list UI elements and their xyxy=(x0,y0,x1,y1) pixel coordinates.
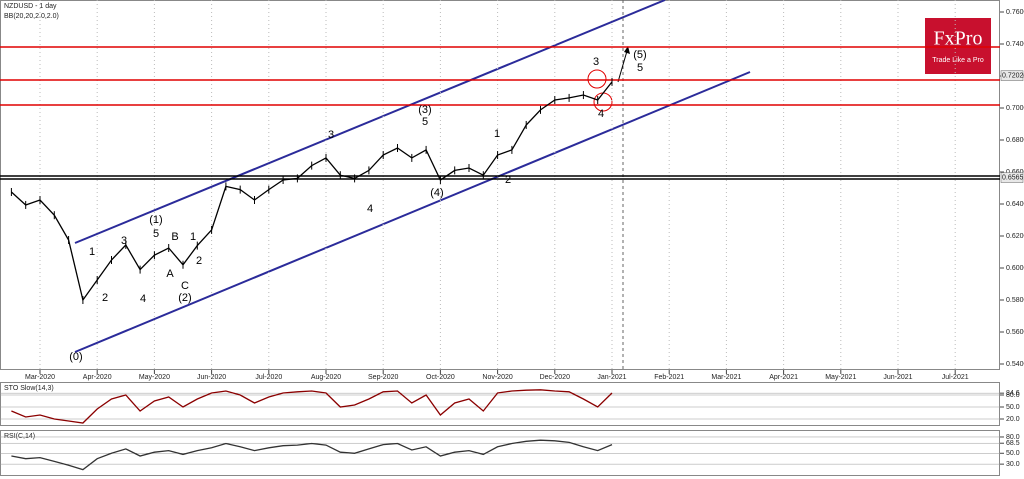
wave-label: 3 xyxy=(593,56,599,68)
price-tag xyxy=(1000,70,1024,81)
wave-label: 4 xyxy=(140,293,146,305)
y-tick-label: 0.70000 xyxy=(1006,105,1024,112)
y-tick-label: 80.0 xyxy=(1006,434,1020,441)
wave-label: 3 xyxy=(121,235,127,247)
wave-label: 4 xyxy=(367,203,373,215)
wave-label: (3) xyxy=(418,104,431,116)
logo-name: FxPro xyxy=(934,28,983,50)
y-tick-label: 0.64000 xyxy=(1006,201,1024,208)
y-tick-label: 0.74000 xyxy=(1006,41,1024,48)
x-tick-label: Mar-2020 xyxy=(25,374,55,381)
wave-label: B xyxy=(171,231,178,243)
wave-label: (2) xyxy=(178,292,191,304)
highlight-circle xyxy=(587,69,607,89)
wave-label: A xyxy=(166,268,174,280)
sto-frame xyxy=(0,382,1000,426)
x-tick-label: May-2021 xyxy=(825,374,856,381)
price-tag xyxy=(1000,172,1024,183)
rsi-frame xyxy=(0,430,1000,476)
x-tick-label: Apr-2020 xyxy=(83,374,112,381)
channel-lower xyxy=(74,71,751,353)
x-tick-label: Aug-2020 xyxy=(311,374,341,381)
y-tick-label: 20.0 xyxy=(1006,416,1020,423)
y-tick-label: 80.0 xyxy=(1006,392,1020,399)
x-tick-label: Sep-2020 xyxy=(368,374,398,381)
y-tick-label: 30.0 xyxy=(1006,461,1020,468)
wave-label: 5 xyxy=(637,62,643,74)
price-tag-label: 0.65651 xyxy=(1002,174,1024,181)
wave-label: 1 xyxy=(494,128,500,140)
x-tick-label: May-2020 xyxy=(139,374,170,381)
x-tick-label: Feb-2021 xyxy=(654,374,684,381)
y-tick-label: 0.68000 xyxy=(1006,137,1024,144)
y-tick-label: 0.76000 xyxy=(1006,9,1024,16)
wave-label: 2 xyxy=(196,255,202,267)
channel-upper xyxy=(74,0,666,244)
wave-label: (5) xyxy=(633,49,646,61)
main-frame xyxy=(0,0,1000,370)
y-tick-label: 68.5 xyxy=(1006,440,1020,447)
y-tick-label: 0.62000 xyxy=(1006,233,1024,240)
price-line xyxy=(11,439,613,471)
wave-label: (4) xyxy=(430,187,443,199)
x-tick-label: Jul-2021 xyxy=(942,374,969,381)
y-tick-label: 84.6 xyxy=(1006,390,1020,397)
x-tick-label: Oct-2020 xyxy=(426,374,455,381)
logo-box xyxy=(925,18,991,74)
x-tick-label: Dec-2020 xyxy=(540,374,570,381)
wave-label: 4 xyxy=(598,108,604,120)
indicator-label: BB(20,20,2.0,2.0) xyxy=(4,13,59,20)
projection-arrow xyxy=(617,50,628,83)
y-tick-label: 50.0 xyxy=(1006,450,1020,457)
y-tick-label: 50.0 xyxy=(1006,404,1020,411)
panel-title: STO Slow(14,3) xyxy=(4,385,54,392)
price-tag-label: 0.72022 xyxy=(1002,72,1024,79)
x-tick-label: Apr-2021 xyxy=(769,374,798,381)
y-tick-label: 0.58000 xyxy=(1006,297,1024,304)
wave-label: C xyxy=(181,280,189,292)
wave-label: (0) xyxy=(69,351,82,363)
x-tick-label: Jun-2020 xyxy=(197,374,226,381)
wave-label: 2 xyxy=(102,292,108,304)
x-tick-label: Nov-2020 xyxy=(482,374,512,381)
wave-label: 1 xyxy=(89,246,95,258)
price-line xyxy=(11,389,613,424)
wave-label: 3 xyxy=(328,129,334,141)
logo-tagline: Trade Like a Pro xyxy=(932,57,984,64)
wave-label: 5 xyxy=(422,116,428,128)
wave-label: (1) xyxy=(149,214,162,226)
x-tick-label: Jul-2020 xyxy=(255,374,282,381)
x-tick-label: Jun-2021 xyxy=(883,374,912,381)
y-tick-label: 0.54000 xyxy=(1006,361,1024,368)
y-tick-label: 0.60000 xyxy=(1006,265,1024,272)
panel-title: RSI(C,14) xyxy=(4,433,35,440)
wave-label: 5 xyxy=(153,228,159,240)
wave-label: 1 xyxy=(190,231,196,243)
x-tick-label: Mar-2021 xyxy=(711,374,741,381)
chart-title: NZDUSD - 1 day xyxy=(4,3,57,10)
wave-label: 2 xyxy=(505,174,511,186)
arrow-head xyxy=(624,46,630,54)
y-tick-label: 0.56000 xyxy=(1006,329,1024,336)
x-tick-label: Jan-2021 xyxy=(597,374,626,381)
